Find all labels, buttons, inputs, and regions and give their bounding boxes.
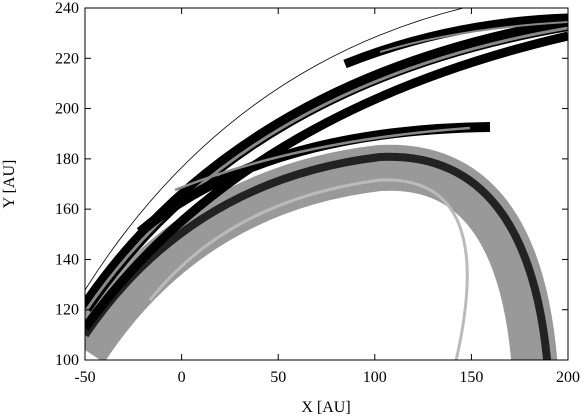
x-tick-label: 150 xyxy=(459,369,483,386)
outer-curve xyxy=(85,8,466,291)
y-axis-label: Y [AU] xyxy=(1,160,18,209)
x-axis-label: X [AU] xyxy=(301,399,350,416)
black-band xyxy=(85,17,568,312)
y-tick-label: 140 xyxy=(55,251,79,268)
y-tick-label: 180 xyxy=(55,151,79,168)
y-tick-label: 160 xyxy=(55,201,79,218)
y-tick-label: 240 xyxy=(55,0,79,17)
black-band xyxy=(85,31,568,331)
tongue xyxy=(343,13,568,69)
x-tick-label: 0 xyxy=(178,369,186,386)
tongue-core xyxy=(379,21,568,53)
x-tick-label: -50 xyxy=(74,369,95,386)
gray-band xyxy=(85,144,558,360)
plot-frame xyxy=(84,7,569,361)
x-tick-label: 200 xyxy=(556,369,580,386)
gray-band-streak xyxy=(148,178,469,360)
stream-density xyxy=(85,8,568,360)
y-tick-label: 120 xyxy=(55,302,79,319)
y-tick-label: 100 xyxy=(55,352,79,369)
tongue-core xyxy=(174,126,471,192)
x-tick-label: 100 xyxy=(363,369,387,386)
black-band-core xyxy=(85,26,568,313)
x-tick-label: 50 xyxy=(270,369,286,386)
y-tick-label: 200 xyxy=(55,101,79,118)
y-tick-label: 220 xyxy=(55,50,79,67)
gray-band-edge xyxy=(85,152,552,360)
